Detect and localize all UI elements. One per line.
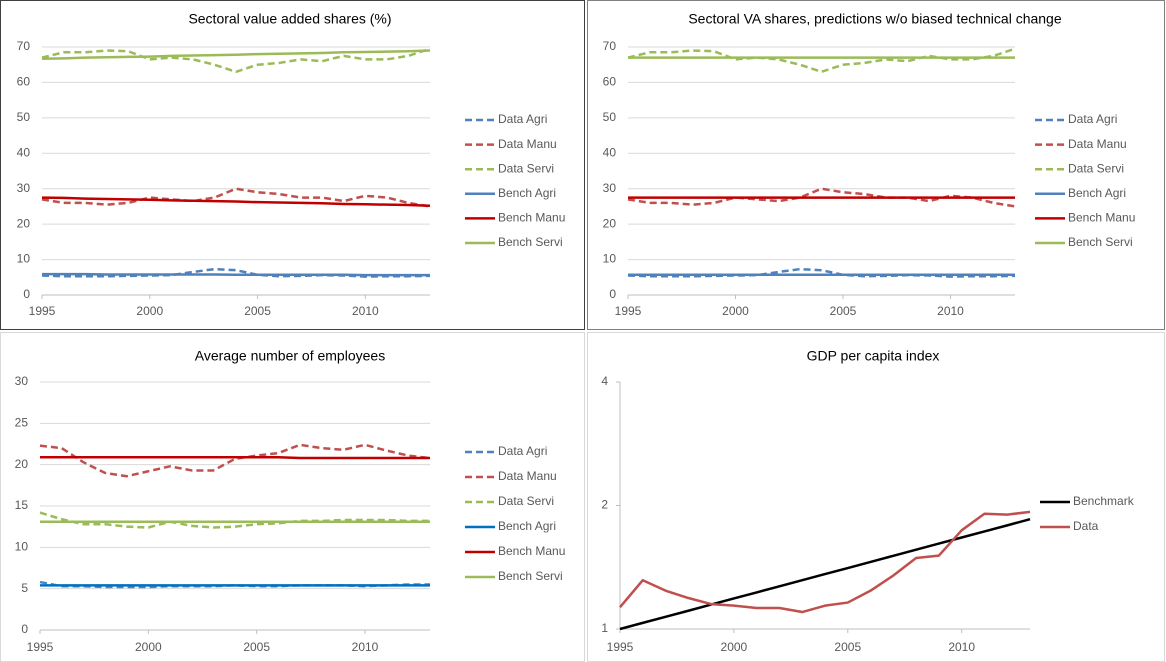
legend-label: Data Manu (498, 137, 557, 151)
y-tick-label: 15 (15, 498, 29, 512)
legend-label: Data Servi (1068, 161, 1124, 175)
panel-border (0, 0, 585, 330)
legend-label: Bench Agri (1068, 186, 1126, 200)
y-tick-label: 2 (601, 498, 608, 512)
x-tick-label: 2010 (352, 640, 379, 654)
x-tick-label: 1995 (29, 304, 56, 318)
x-tick-label: 2005 (244, 304, 271, 318)
y-tick-label: 4 (601, 374, 608, 388)
y-tick-label: 1 (601, 621, 608, 635)
y-tick-label: 40 (603, 145, 617, 159)
legend-label: Bench Servi (498, 235, 563, 249)
x-tick-label: 2000 (721, 640, 748, 654)
x-tick-label: 1995 (607, 640, 634, 654)
chart-title: Sectoral VA shares, predictions w/o bias… (688, 11, 1062, 27)
y-tick-label: 20 (17, 216, 31, 230)
y-tick-label: 20 (15, 457, 29, 471)
x-tick-label: 2010 (937, 304, 964, 318)
legend-label: Data Manu (498, 469, 557, 483)
series-line (41, 196, 431, 207)
series-line (41, 47, 431, 74)
y-tick-label: 70 (603, 39, 617, 53)
y-tick-label: 30 (603, 181, 617, 195)
legend-label: Data Agri (498, 444, 547, 458)
y-tick-label: 25 (15, 416, 29, 430)
legend-label: Data Manu (1068, 137, 1127, 151)
legend-label: Bench Agri (498, 519, 556, 533)
y-tick-label: 10 (603, 252, 617, 266)
y-tick-label: 70 (17, 39, 31, 53)
y-tick-label: 0 (21, 622, 28, 636)
legend-label: Bench Servi (1068, 235, 1133, 249)
y-tick-label: 10 (15, 540, 29, 554)
y-tick-label: 0 (23, 287, 30, 301)
legend-label: Data Agri (1068, 112, 1117, 126)
x-tick-label: 2000 (722, 304, 749, 318)
series-line (627, 267, 1016, 278)
x-tick-label: 2010 (352, 304, 379, 318)
series-line (39, 443, 431, 478)
panel-border (587, 0, 1165, 330)
y-tick-label: 30 (15, 374, 29, 388)
x-tick-label: 1995 (615, 304, 642, 318)
series-line (39, 511, 430, 529)
y-tick-label: 30 (17, 181, 31, 195)
series-line (619, 517, 1031, 631)
chart-title: GDP per capita index (807, 348, 940, 364)
series-line (41, 49, 431, 60)
x-tick-label: 2005 (834, 640, 861, 654)
series-line (42, 272, 430, 277)
legend-label: Data Agri (498, 112, 547, 126)
chart-title: Average number of employees (195, 348, 385, 364)
legend-label: Data (1073, 519, 1099, 533)
y-tick-label: 50 (17, 110, 31, 124)
y-tick-label: 60 (603, 75, 617, 89)
y-tick-label: 50 (603, 110, 617, 124)
legend-label: Bench Agri (498, 186, 556, 200)
legend-label: Bench Manu (498, 544, 565, 558)
legend-label: Benchmark (1073, 494, 1135, 508)
series-line (619, 510, 1031, 614)
x-tick-label: 2000 (136, 304, 163, 318)
legend-label: Data Servi (498, 161, 554, 175)
x-tick-label: 2005 (830, 304, 857, 318)
y-tick-label: 5 (21, 581, 28, 595)
legend-label: Bench Manu (1068, 211, 1135, 225)
series-line (40, 455, 430, 460)
y-tick-label: 60 (17, 75, 31, 89)
series-line (627, 47, 1016, 74)
chart-title: Sectoral value added shares (%) (188, 11, 391, 27)
x-tick-label: 2005 (243, 640, 270, 654)
x-tick-label: 2010 (948, 640, 975, 654)
legend-label: Data Servi (498, 494, 554, 508)
x-tick-label: 1995 (27, 640, 54, 654)
y-tick-label: 40 (17, 145, 31, 159)
series-line (41, 267, 431, 278)
x-tick-label: 2000 (135, 640, 162, 654)
legend-label: Bench Servi (498, 569, 563, 583)
y-tick-label: 0 (609, 287, 616, 301)
y-tick-label: 10 (17, 252, 31, 266)
legend-label: Bench Manu (498, 211, 565, 225)
y-tick-label: 20 (603, 216, 617, 230)
